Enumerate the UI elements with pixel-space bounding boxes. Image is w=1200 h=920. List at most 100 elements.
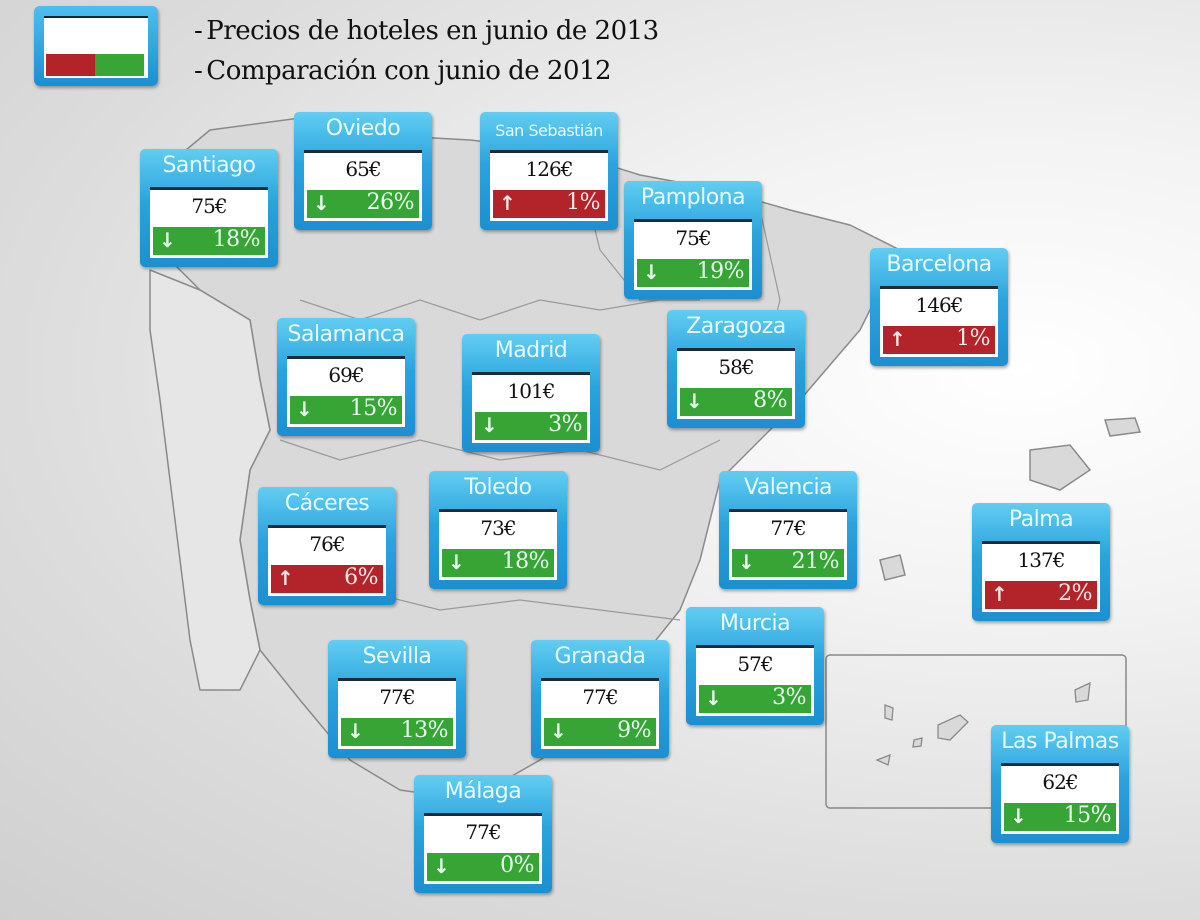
region-border [279, 439, 721, 471]
city-name: Zaragoza [686, 314, 786, 339]
city-card: Las Palmas 62€ ↓ 15% [991, 725, 1129, 843]
change-percent: 19% [696, 259, 745, 284]
city-name: Barcelona [886, 252, 992, 277]
city-name: Salamanca [287, 322, 405, 347]
city-card: Santiago 75€ ↓ 18% [140, 149, 278, 267]
city-card: Barcelona 146€ ↑ 1% [870, 248, 1008, 366]
city-name: Granada [554, 644, 646, 669]
card-body: 77€ ↓ 21% [729, 509, 847, 580]
arrow-up-icon: ↑ [277, 566, 294, 590]
card-body: 77€ ↓ 0% [424, 813, 542, 884]
city-card: Palma 137€ ↑ 2% [972, 503, 1110, 621]
hotel-price: 146€ [915, 293, 964, 317]
hotel-price: 77€ [379, 685, 415, 709]
hotel-price: 57€ [737, 652, 773, 676]
card-body: 75€ ↓ 19% [634, 219, 752, 290]
card-body: 58€ ↓ 8% [677, 348, 795, 419]
hotel-price: 73€ [480, 516, 516, 540]
hotel-price: 77€ [770, 516, 806, 540]
card-body: 76€ ↑ 6% [268, 525, 386, 596]
change-percent: 15% [1063, 803, 1112, 828]
change-percent: 1% [566, 190, 600, 215]
price-change-bar: ↓ 26% [307, 190, 419, 218]
price-change-bar: ↓ 15% [290, 396, 402, 424]
legend-decrease-swatch [95, 54, 144, 76]
change-percent: 6% [344, 565, 378, 590]
arrow-down-icon: ↓ [686, 389, 703, 413]
arrow-down-icon: ↓ [448, 550, 465, 574]
card-body: 126€ ↑ 1% [490, 150, 608, 221]
hotel-price: 69€ [328, 363, 364, 387]
arrow-up-icon: ↑ [991, 582, 1008, 606]
card-body: 146€ ↑ 1% [880, 286, 998, 357]
change-percent: 18% [501, 549, 550, 574]
legend-card-sample [34, 6, 158, 86]
change-percent: 18% [212, 227, 261, 252]
city-name: Murcia [719, 611, 791, 636]
city-name: Cáceres [284, 491, 370, 516]
arrow-down-icon: ↓ [296, 397, 313, 421]
city-card: Murcia 57€ ↓ 3% [686, 607, 824, 725]
arrow-up-icon: ↑ [499, 191, 516, 215]
city-card: Madrid 101€ ↓ 3% [462, 334, 600, 452]
city-card: Granada 77€ ↓ 9% [531, 640, 669, 758]
card-body: 57€ ↓ 3% [696, 645, 814, 716]
city-card: Salamanca 69€ ↓ 15% [277, 318, 415, 436]
city-name: Las Palmas [1001, 729, 1119, 754]
price-change-bar: ↓ 8% [680, 388, 792, 416]
card-body: 73€ ↓ 18% [439, 509, 557, 580]
card-body: 137€ ↑ 2% [982, 541, 1100, 612]
city-name: Santiago [162, 153, 256, 178]
price-change-bar: ↑ 1% [493, 190, 605, 218]
change-percent: 2% [1058, 581, 1092, 606]
city-card: Sevilla 77€ ↓ 13% [328, 640, 466, 758]
arrow-down-icon: ↓ [738, 550, 755, 574]
legend-increase-swatch [46, 54, 95, 76]
card-body: 75€ ↓ 18% [150, 187, 268, 258]
card-body: 77€ ↓ 9% [541, 678, 659, 749]
arrow-down-icon: ↓ [313, 191, 330, 215]
price-change-bar: ↑ 1% [883, 326, 995, 354]
city-name: Sevilla [362, 644, 432, 669]
card-body: 101€ ↓ 3% [472, 372, 590, 443]
city-card: Cáceres 76€ ↑ 6% [258, 487, 396, 605]
arrow-down-icon: ↓ [550, 719, 567, 743]
city-name: Málaga [444, 779, 522, 804]
price-change-bar: ↓ 0% [427, 853, 539, 881]
arrow-down-icon: ↓ [433, 854, 450, 878]
city-name: Valencia [743, 475, 833, 500]
price-change-bar: ↓ 3% [475, 412, 587, 440]
arrow-down-icon: ↓ [347, 719, 364, 743]
card-body: 65€ ↓ 26% [304, 150, 422, 221]
price-change-bar: ↓ 15% [1004, 803, 1116, 831]
city-card: San Sebastián 126€ ↑ 1% [480, 112, 618, 230]
hotel-price: 101€ [507, 379, 556, 403]
arrow-up-icon: ↑ [889, 327, 906, 351]
hotel-price: 77€ [582, 685, 618, 709]
mallorca-outline [1029, 444, 1092, 491]
hotel-price: 62€ [1042, 770, 1078, 794]
canary-island [1074, 681, 1091, 703]
canary-island [912, 737, 923, 748]
change-percent: 26% [366, 190, 415, 215]
change-percent: 3% [772, 685, 806, 710]
price-change-bar: ↓ 19% [637, 259, 749, 287]
city-name: Palma [1008, 507, 1074, 532]
change-percent: 15% [349, 396, 398, 421]
price-change-bar: ↓ 18% [442, 549, 554, 577]
city-card: Oviedo 65€ ↓ 26% [294, 112, 432, 230]
change-percent: 1% [956, 326, 990, 351]
canary-island [884, 704, 894, 721]
change-percent: 21% [791, 549, 840, 574]
city-card: Pamplona 75€ ↓ 19% [624, 181, 762, 299]
menorca-outline [1104, 417, 1142, 437]
canary-island [875, 753, 891, 766]
change-percent: 8% [753, 388, 787, 413]
price-change-bar: ↑ 6% [271, 565, 383, 593]
city-card: Valencia 77€ ↓ 21% [719, 471, 857, 589]
hotel-price: 65€ [345, 157, 381, 181]
card-body: 77€ ↓ 13% [338, 678, 456, 749]
arrow-down-icon: ↓ [481, 413, 498, 437]
hotel-price: 77€ [465, 820, 501, 844]
city-name: Oviedo [325, 116, 401, 141]
